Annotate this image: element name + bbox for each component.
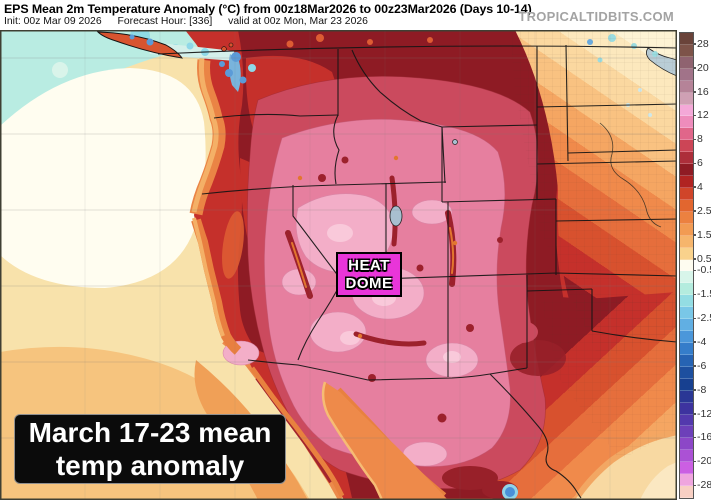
colorbar-segment: [680, 187, 693, 200]
heat-dome-label: HEAT DOME: [336, 252, 402, 297]
forecast-meta: Init: 00z Mar 09 2026 Forecast Hour: [33…: [4, 16, 381, 27]
colorbar-label: -12: [693, 408, 711, 420]
colorbar-segment: [680, 283, 693, 296]
colorbar-segment: [680, 271, 693, 284]
colorbar-segment: [680, 247, 693, 260]
colorbar-segment: [680, 152, 693, 165]
colorbar-segment: [680, 366, 693, 379]
colorbar-segment: [680, 199, 693, 212]
colorbar-label: 20: [693, 62, 709, 74]
colorbar: [679, 32, 694, 499]
caption-line1: March 17-23 mean: [28, 417, 272, 448]
colorbar-label: 12: [693, 109, 709, 121]
colorbar-labels: 28 20 16 12 8 6 4 2.5 1.5 0.5-0.5 -1.5 -2.5 -4 -6 -8 -1…: [693, 32, 711, 497]
colorbar-segment: [680, 307, 693, 320]
colorbar-segment: [680, 92, 693, 105]
colorbar-label: 8: [693, 133, 703, 145]
colorbar-label: -4: [693, 336, 706, 348]
colorbar-segment: [680, 104, 693, 117]
colorbar-segment: [680, 390, 693, 403]
colorbar-segment: [680, 140, 693, 153]
great-salt-lake: [389, 205, 403, 227]
colorbar-segment: [680, 235, 693, 248]
colorbar-segment: [680, 259, 693, 272]
colorbar-label: -6: [693, 360, 706, 372]
valid-time: valid at 00z Mon, Mar 23 2026: [228, 16, 368, 27]
colorbar-segment: [680, 331, 693, 343]
colorbar-segment: [680, 486, 693, 498]
init-time: Init: 00z Mar 09 2026: [4, 16, 102, 27]
map-frame: [0, 30, 677, 500]
colorbar-segment: [680, 342, 693, 355]
colorbar-segment: [680, 211, 693, 224]
colorbar-label: 6: [693, 157, 703, 169]
colorbar-segment: [680, 426, 693, 439]
heat-dome-line2: DOME: [345, 274, 393, 292]
colorbar-segment: [680, 378, 693, 391]
colorbar-label: 4: [693, 181, 703, 193]
colorbar-label: 0.5: [693, 253, 711, 265]
heat-dome-line1: HEAT: [348, 256, 390, 274]
colorbar-segment: [680, 450, 693, 463]
rio-grande-border: [489, 373, 582, 499]
water-features: [96, 31, 677, 227]
colorbar-segment: [680, 33, 693, 45]
canada-border: [157, 45, 677, 55]
colorbar-segment: [680, 354, 693, 367]
vancouver-island: [96, 31, 184, 59]
missouri-river: [599, 122, 662, 228]
colorbar-segment: [680, 68, 693, 81]
colorbar-segment: [680, 116, 693, 129]
colorbar-segment: [680, 438, 693, 451]
colorbar-segment: [680, 474, 693, 487]
colorbar-label: -16: [693, 431, 711, 443]
caption-box: March 17-23 mean temp anomaly: [14, 414, 286, 484]
colorbar-label: -1.5: [693, 288, 711, 300]
colorbar-segment: [680, 295, 693, 308]
colorbar-segment: [680, 462, 693, 475]
colorbar-segment: [680, 80, 693, 93]
mexico-border: [247, 359, 491, 381]
colorbar-segment: [680, 44, 693, 57]
colorbar-segment: [680, 402, 693, 415]
colorbar-label: 2.5: [693, 205, 711, 217]
colorbar-label: -2.5: [693, 312, 711, 324]
forecast-hour: Forecast Hour: [336]: [117, 16, 213, 27]
colorbar-segment: [680, 176, 693, 188]
colorbar-segment: [680, 319, 693, 332]
colorbar-segment: [680, 164, 693, 177]
caption-line2: temp anomaly: [55, 450, 245, 481]
colorbar-label: -20: [693, 455, 711, 467]
colorbar-label: 28: [693, 38, 709, 50]
anomaly-map: HEAT DOME March 17-23 mean temp anomaly: [0, 30, 677, 500]
colorbar-segment: [680, 56, 693, 69]
colorbar-label: 16: [693, 86, 709, 98]
colorbar-segment: [680, 223, 693, 236]
state-borders: [157, 44, 677, 499]
county-lines-texture: [510, 30, 677, 460]
watermark: TROPICALTIDBITS.COM: [518, 9, 674, 24]
page-title: EPS Mean 2m Temperature Anomaly (°C) fro…: [4, 2, 532, 16]
colorbar-segment: [680, 128, 693, 141]
colorbar-segment: [680, 414, 693, 427]
colorbar-label: -28: [693, 479, 711, 491]
colorbar-label: -0.5: [693, 264, 711, 276]
colorbar-label: 1.5: [693, 229, 711, 241]
colorbar-label: -8: [693, 384, 706, 396]
